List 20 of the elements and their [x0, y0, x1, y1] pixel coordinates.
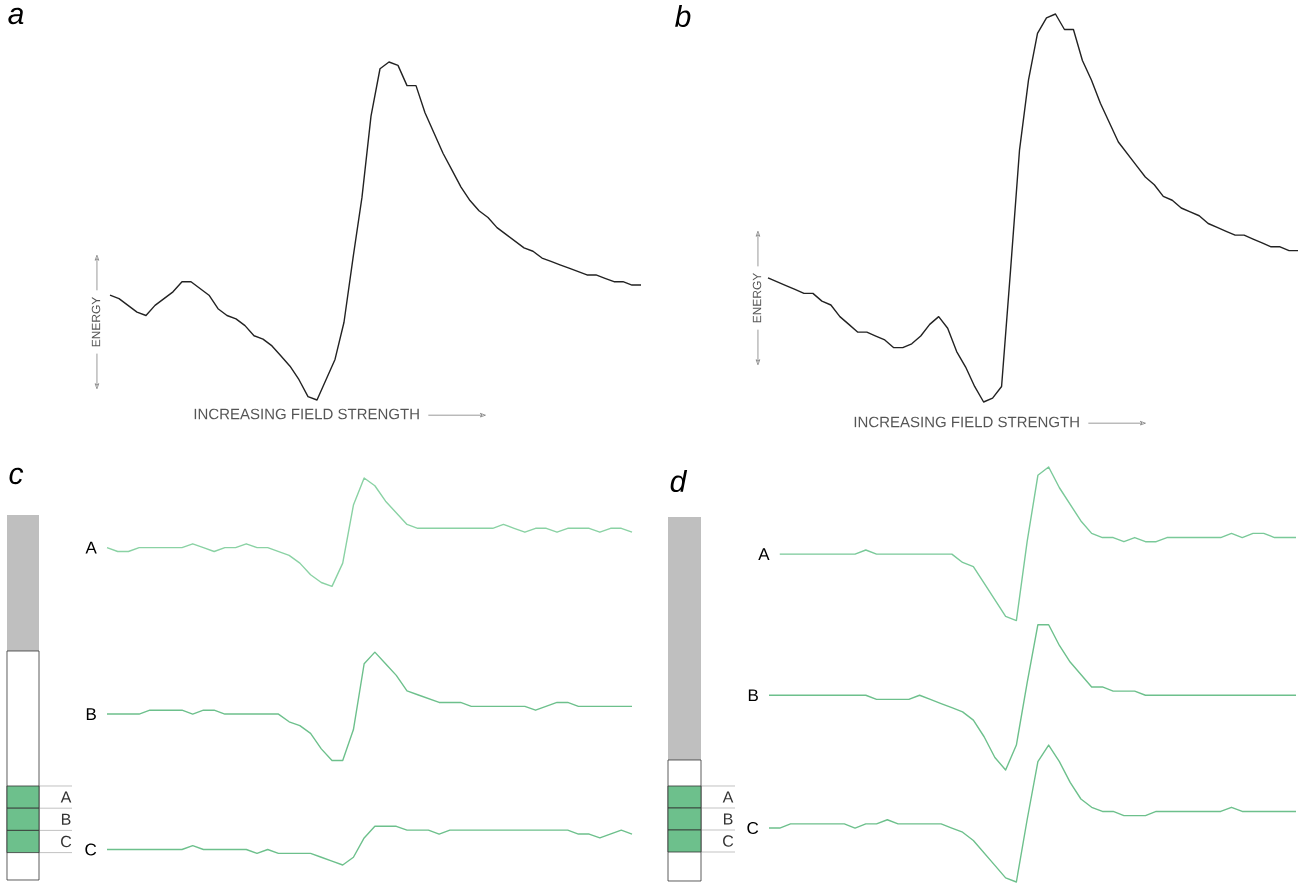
chart-title: b [675, 4, 691, 27]
x-axis-title: INCREASING FIELD STRENGTH [854, 416, 1079, 428]
text: A [722, 791, 734, 803]
series-label: B [748, 689, 758, 702]
text: C [61, 835, 72, 848]
series-label: C [747, 822, 759, 835]
series-label: C [85, 843, 97, 856]
x-axis-title: INCREASING FIELD STRENGTH [194, 408, 419, 420]
chart-title: a [8, 7, 24, 25]
series-label: A [85, 541, 97, 554]
chart-title: d [670, 469, 688, 493]
y-axis-title: ENERGY [752, 272, 762, 323]
text: C [723, 835, 734, 847]
series-label: A [758, 548, 770, 560]
chart-title: c [9, 467, 24, 485]
text: B [723, 813, 733, 825]
text: B [61, 813, 71, 825]
text: A [60, 791, 72, 803]
series-label: B [86, 708, 96, 720]
y-axis-title: ENERGY [91, 296, 101, 347]
